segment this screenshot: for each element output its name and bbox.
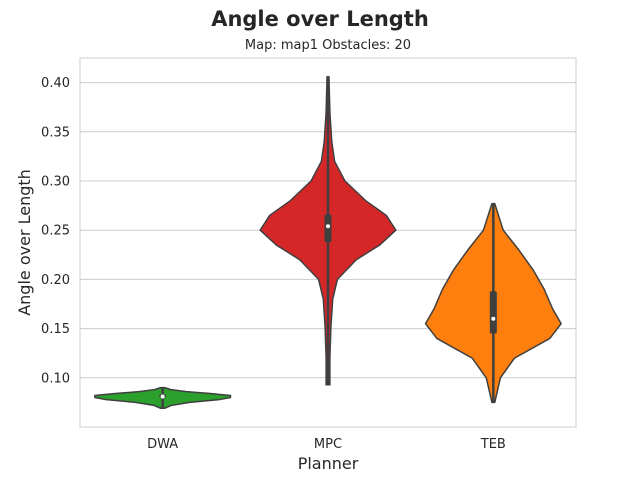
x-tick-label: TEB: [480, 437, 506, 452]
x-axis-label: Planner: [298, 454, 359, 473]
violin-mpc: [259, 75, 397, 386]
y-tick-label: 0.35: [41, 125, 70, 140]
y-tick-label: 0.30: [41, 175, 70, 190]
y-tick-label: 0.20: [41, 273, 70, 288]
chart-title: Angle over Length: [211, 7, 429, 31]
y-tick-label: 0.40: [41, 76, 70, 91]
violin-teb: [424, 202, 562, 404]
y-tick-labels: 0.10 0.15 0.20 0.25 0.30 0.35 0.40: [41, 76, 70, 386]
x-tick-label: MPC: [314, 437, 342, 452]
violin-dwa: [94, 386, 232, 410]
violins: [94, 75, 562, 410]
y-tick-label: 0.10: [41, 371, 70, 386]
plot-frame: [79, 57, 577, 428]
violin-median-point: [160, 394, 165, 399]
x-tick-labels: DWA MPC TEB: [147, 437, 506, 452]
y-axis-label: Angle over Length: [15, 169, 34, 316]
chart-subtitle: Map: map1 Obstacles: 20: [245, 38, 411, 53]
y-tick-label: 0.15: [41, 322, 70, 337]
violin-median-point: [491, 316, 496, 321]
y-tick-label: 0.25: [41, 224, 70, 239]
violin-iqr-box: [489, 291, 497, 334]
x-tick-label: DWA: [147, 437, 178, 452]
violin-median-point: [326, 224, 330, 229]
